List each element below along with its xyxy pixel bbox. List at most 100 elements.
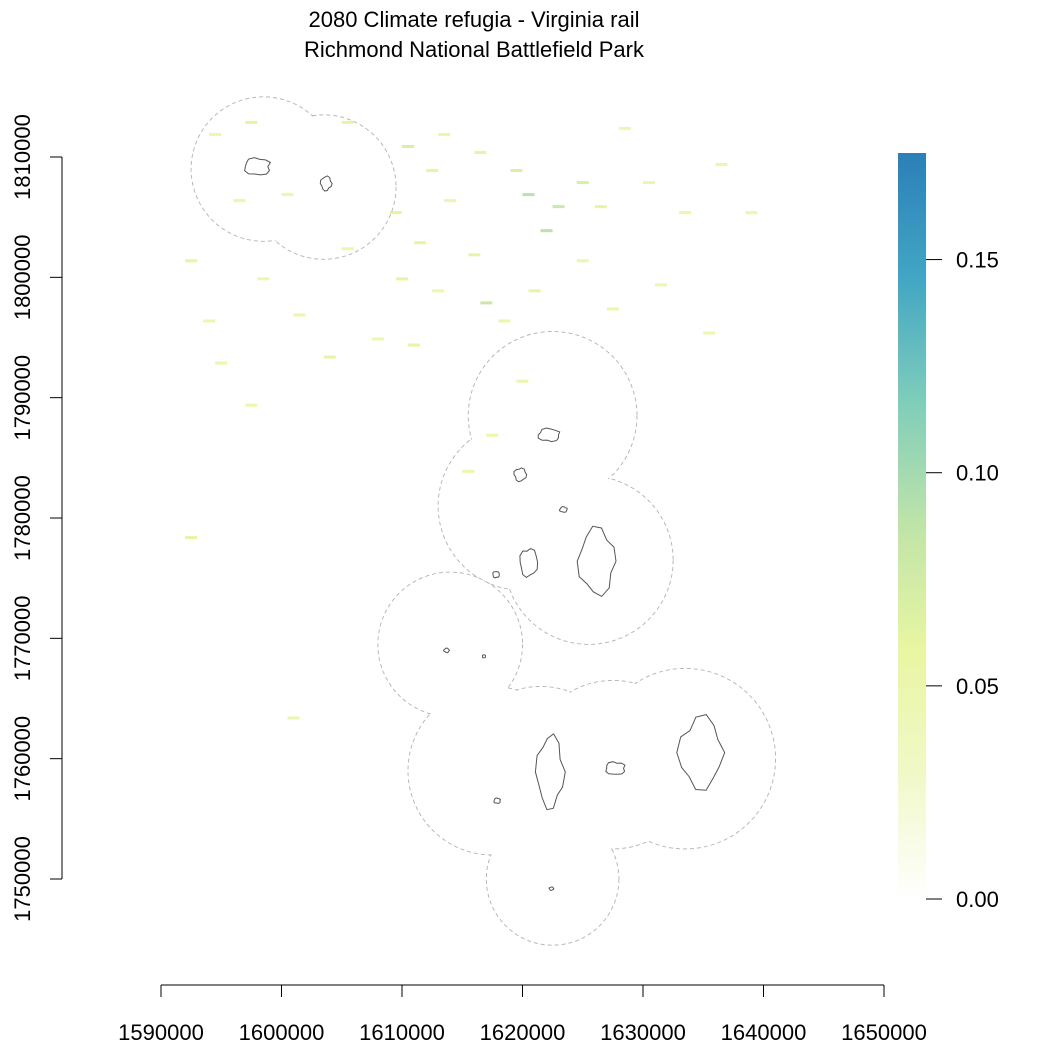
refugia-cell-41 [426, 169, 439, 173]
refugia-cell-13 [643, 181, 655, 185]
x-tick-label-6: 1650000 [841, 1020, 927, 1045]
refugia-cell-6 [510, 169, 523, 173]
colorbar-tick-label-2: 0.10 [956, 461, 999, 486]
refugia-cell-42 [185, 536, 198, 540]
buffer-circle-9 [594, 667, 777, 850]
buffer-circle-1 [250, 114, 397, 260]
park-unit-10 [676, 714, 726, 791]
refugia-cell-27 [257, 277, 270, 281]
refugia-cell-18 [414, 241, 427, 245]
buffer-circle-7 [455, 685, 626, 856]
park-unit-12 [534, 733, 566, 811]
buffer-circle-0 [190, 96, 337, 242]
y-tick-label-4: 1790000 [10, 355, 35, 441]
x-tick-label-5: 1640000 [721, 1020, 807, 1045]
refugia-cell-4 [438, 132, 451, 136]
refugia-cell-1 [245, 120, 258, 124]
refugia-cell-29 [203, 319, 216, 323]
refugia-cell-30 [215, 361, 228, 365]
refugia-cell-33 [498, 319, 511, 323]
refugia-cell-43 [287, 716, 300, 720]
refugia-cell-3 [402, 144, 414, 148]
refugia-cell-47 [516, 379, 529, 383]
refugia-cell-17 [389, 211, 402, 215]
colorbar-tick-label-0: 0.00 [956, 887, 999, 912]
park-unit-14 [548, 886, 555, 891]
park-unit-0 [244, 157, 272, 176]
refugia-cell-0 [209, 132, 222, 136]
park-unit-7 [492, 571, 500, 579]
refugia-cell-38 [703, 331, 716, 335]
buffer-circle-10 [485, 812, 620, 946]
refugia-cell-10 [540, 229, 553, 233]
colorbar-legend: 0.00 0.05 0.10 0.15 [898, 153, 999, 912]
park-unit-8 [443, 647, 451, 654]
y-tick-label-0: 1750000 [10, 836, 35, 922]
x-tick-label-4: 1630000 [600, 1020, 686, 1045]
refugia-cell-28 [185, 259, 198, 263]
park-unit-1 [319, 175, 333, 192]
refugia-cell-14 [679, 211, 692, 215]
refugia-cell-40 [233, 199, 246, 203]
x-tick-label-3: 1620000 [480, 1020, 566, 1045]
refugia-cell-16 [745, 211, 758, 215]
park-boundaries [244, 157, 726, 891]
park-unit-3 [513, 467, 528, 483]
refugia-cell-46 [245, 403, 258, 407]
x-tick-label-2: 1610000 [359, 1020, 445, 1045]
refugia-cell-45 [486, 433, 499, 437]
y-tick-label-5: 1800000 [10, 235, 35, 321]
refugia-cell-37 [655, 283, 668, 287]
refugia-cell-5 [474, 150, 487, 154]
park-unit-9 [481, 654, 487, 659]
buffer-circle-4 [503, 475, 674, 645]
refugia-cell-20 [468, 253, 481, 257]
refugia-cell-23 [395, 277, 408, 281]
x-tick-label-0: 1590000 [118, 1020, 204, 1045]
refugia-cell-21 [480, 301, 493, 305]
colorbar-gradient [898, 153, 926, 899]
refugia-cell-35 [576, 259, 589, 263]
refugia-cell-8 [552, 205, 565, 209]
park-unit-11 [605, 761, 626, 775]
buffer-circle-6 [407, 685, 578, 856]
y-tick-label-6: 1810000 [10, 114, 35, 200]
refugia-cell-24 [341, 247, 354, 251]
refugia-cell-26 [293, 313, 306, 317]
refugia-cell-2 [341, 120, 354, 124]
y-axis: 1750000 1760000 1770000 1780000 1790000 18000… [10, 114, 63, 922]
refugia-cell-22 [432, 289, 445, 293]
buffer-circle-8 [528, 679, 698, 850]
park-unit-4 [558, 506, 568, 513]
park-buffer-outline [190, 96, 777, 946]
refugia-cell-32 [408, 343, 421, 347]
park-unit-5 [519, 548, 539, 579]
x-tick-label-1: 1600000 [239, 1020, 325, 1045]
colorbar-tick-label-3: 0.15 [956, 248, 999, 273]
park-unit-13 [493, 797, 502, 804]
refugia-cell-12 [618, 126, 631, 130]
y-tick-label-2: 1770000 [10, 596, 35, 682]
park-unit-6 [576, 525, 617, 598]
colorbar-tick-label-1: 0.05 [956, 674, 999, 699]
x-axis: 1590000 1600000 1610000 1620000 1630000 16400… [118, 984, 927, 1045]
refugia-cell-15 [715, 163, 728, 167]
buffer-circle-5 [377, 571, 524, 718]
buffer-circle-3 [437, 421, 608, 591]
refugia-cell-7 [522, 193, 535, 197]
refugia-cell-25 [323, 355, 336, 359]
map-title-line1: 2080 Climate refugia - Virginia rail [309, 7, 640, 32]
refugia-cell-36 [606, 307, 619, 311]
refugia-cell-19 [444, 199, 457, 203]
refugia-cell-44 [462, 469, 475, 473]
refugia-cell-39 [281, 193, 294, 197]
refugia-cell-31 [371, 337, 384, 341]
y-tick-label-3: 1780000 [10, 475, 35, 561]
y-tick-label-1: 1760000 [10, 716, 35, 802]
refugia-cell-34 [528, 289, 541, 293]
refugia-cell-9 [576, 181, 589, 185]
park-unit-2 [537, 427, 561, 443]
map-title-line2: Richmond National Battlefield Park [304, 37, 645, 62]
refugia-cell-11 [594, 205, 607, 209]
